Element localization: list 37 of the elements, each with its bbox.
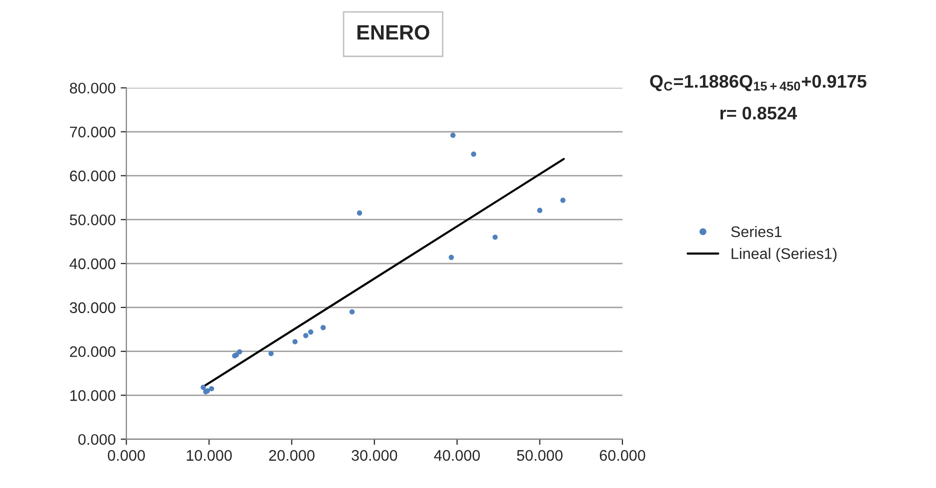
y-tick-label: 30.000 [70,302,116,314]
point [492,234,498,240]
y-tick-label: 10.000 [70,390,116,401]
y-tick-label: 50.000 [70,214,116,226]
point [200,384,206,390]
point [560,198,566,203]
y-tick-label: 80.000 [70,82,116,94]
x-tick-label: 40.000 [434,450,480,461]
point [292,339,298,344]
x-tick-label: 0.000 [108,450,145,461]
point [268,350,274,356]
x-tick-label: 60.000 [600,450,646,461]
point [450,132,456,138]
x-tick-label: 50.000 [517,450,563,461]
legend-label: Lineal (Series1) [732,248,836,262]
y-tick-label: 0.000 [78,434,116,445]
point [349,309,355,314]
legend-label: Series1 [731,226,782,238]
point [356,210,362,216]
chart-title: ENERO [357,25,430,40]
y-tick-label: 20.000 [70,346,116,358]
point [303,332,308,338]
y-tick-label: 60.000 [70,170,116,182]
point [537,208,542,213]
point [237,349,242,354]
text: Q$_{C}$=1.1886Q$_{15+450}$+0.9175 [650,74,866,92]
y-tick-label: 40.000 [70,258,116,270]
point [471,152,476,157]
x-tick-label: 30.000 [352,450,398,461]
point [448,254,454,260]
point [208,386,214,392]
x-tick-label: 20.000 [269,450,314,461]
text: r= 0.8524 [720,106,797,120]
x-tick-label: 10.000 [186,450,232,461]
y-tick-label: 70.000 [70,126,116,138]
point [308,329,314,335]
point [320,325,326,330]
